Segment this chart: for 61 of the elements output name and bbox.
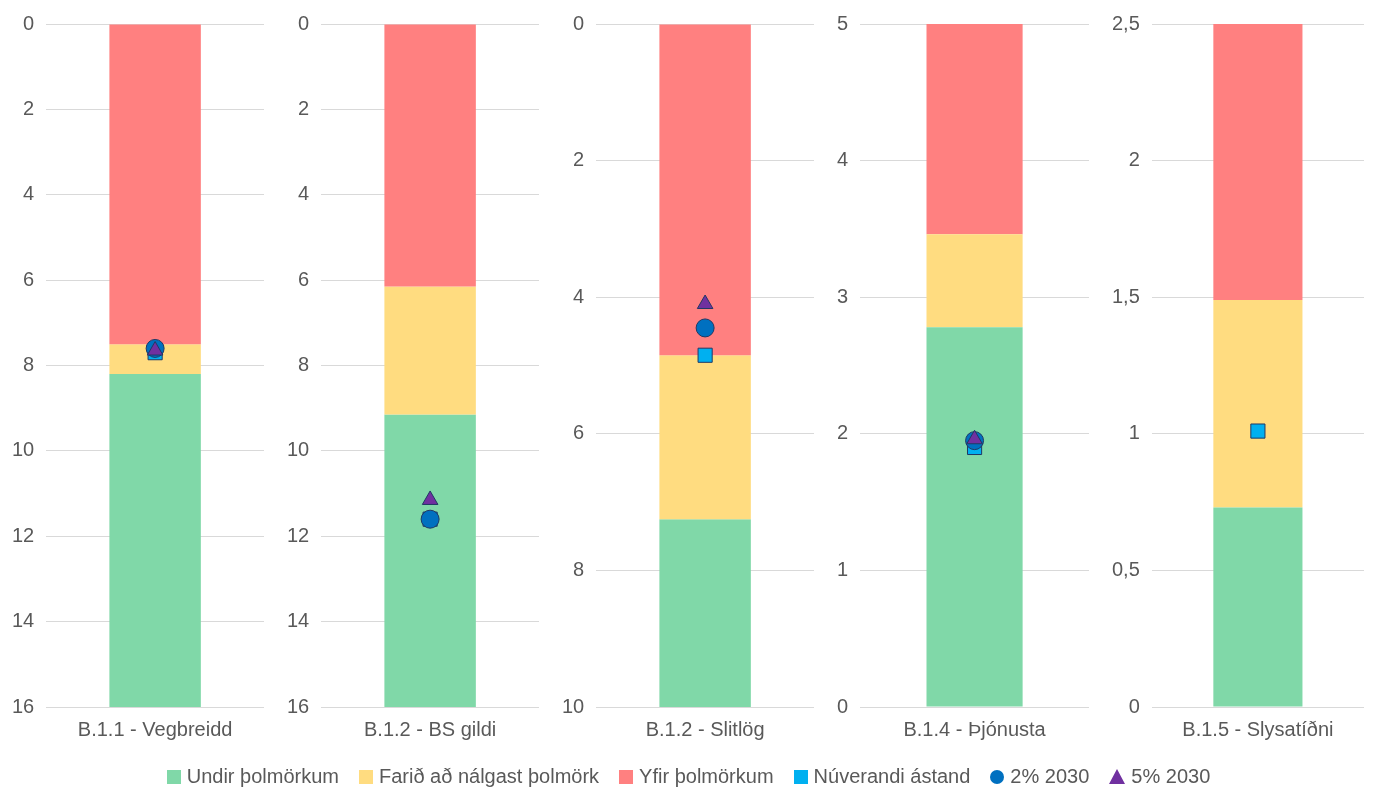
- legend-label: Núverandi ástand: [813, 765, 971, 788]
- bar: [384, 286, 476, 415]
- y-tick-label: 1: [837, 557, 849, 580]
- y-tick-label: 2,5: [1111, 11, 1140, 34]
- bar: [926, 234, 1023, 328]
- bar: [109, 24, 201, 345]
- legend-label: Farið að nálgast þolmörk: [378, 765, 600, 788]
- y-tick-label: 2: [23, 96, 35, 119]
- bar: [659, 519, 751, 707]
- y-tick-label: 2: [298, 96, 310, 119]
- y-tick-label: 12: [12, 523, 35, 546]
- y-tick-label: 10: [562, 694, 585, 717]
- y-tick-label: 0,5: [1111, 557, 1140, 580]
- y-tick-label: 8: [573, 557, 585, 580]
- bar: [1213, 299, 1303, 508]
- y-tick-label: 10: [12, 438, 35, 461]
- y-tick-label: 6: [298, 267, 310, 290]
- bar: [109, 374, 201, 707]
- y-tick-label: 0: [298, 11, 310, 34]
- y-tick-label: 6: [573, 421, 585, 444]
- bar: [384, 24, 476, 287]
- x-tick-label: B.1.5 - Slysatíðni: [1182, 717, 1334, 740]
- bar: [659, 355, 751, 520]
- y-tick-label: 14: [12, 609, 35, 632]
- bar: [384, 414, 476, 707]
- y-tick-label: 8: [298, 353, 310, 376]
- y-tick-label: 3: [837, 284, 849, 307]
- bar: [659, 24, 751, 356]
- y-tick-label: 6: [23, 267, 35, 290]
- x-tick-label: B.1.1 - Vegbreidd: [77, 717, 233, 740]
- y-tick-label: 12: [287, 523, 310, 546]
- bar: [1213, 507, 1303, 707]
- y-tick-label: 14: [287, 609, 310, 632]
- x-tick-label: B.1.2 - Slitlög: [645, 717, 765, 740]
- y-tick-label: 8: [23, 353, 35, 376]
- y-tick-label: 16: [287, 694, 310, 717]
- x-tick-label: B.1.4 - Þjónusta: [903, 717, 1047, 740]
- y-tick-label: 4: [23, 182, 35, 205]
- y-tick-label: 1: [1128, 421, 1140, 444]
- y-tick-label: 0: [1128, 694, 1140, 717]
- y-tick-label: 2: [1128, 148, 1140, 171]
- legend-label: 5% 2030: [1131, 765, 1211, 788]
- bar: [926, 327, 1023, 707]
- y-tick-label: 16: [12, 694, 35, 717]
- y-tick-label: 1,5: [1111, 284, 1140, 307]
- y-tick-label: 0: [23, 11, 35, 34]
- y-tick-label: 10: [287, 438, 310, 461]
- legend-label: Yfir þolmörkum: [639, 765, 774, 788]
- y-tick-label: 4: [837, 148, 849, 171]
- legend-label: Undir þolmörkum: [186, 765, 339, 788]
- y-tick-label: 2: [573, 148, 585, 171]
- y-tick-label: 5: [837, 11, 849, 34]
- y-tick-label: 2: [837, 421, 849, 444]
- y-tick-label: 4: [573, 284, 585, 307]
- y-tick-label: 4: [298, 182, 310, 205]
- y-tick-label: 0: [573, 11, 585, 34]
- legend-label: 2% 2030: [1010, 765, 1090, 788]
- bar: [926, 24, 1023, 235]
- bar: [1213, 24, 1303, 300]
- y-tick-label: 0: [837, 694, 849, 717]
- x-tick-label: B.1.2 - BS gildi: [363, 717, 497, 740]
